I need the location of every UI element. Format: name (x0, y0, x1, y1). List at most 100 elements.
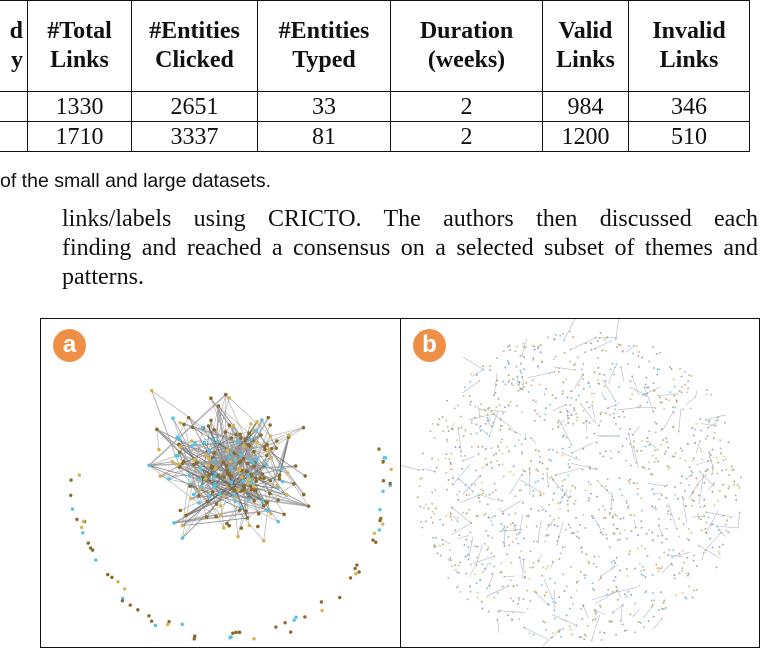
network-node (683, 561, 686, 564)
network-node (605, 537, 608, 540)
network-node (122, 587, 127, 591)
network-node (696, 484, 699, 487)
network-node (648, 360, 651, 363)
network-node (544, 595, 546, 598)
network-node (627, 504, 630, 507)
network-node (582, 604, 585, 607)
network-node (552, 337, 555, 340)
network-node (529, 550, 532, 553)
paragraph-line: patterns. (62, 264, 144, 290)
network-node (715, 419, 718, 422)
network-edge (633, 520, 637, 528)
network-node (477, 514, 479, 517)
network-node (509, 470, 512, 473)
network-node (149, 619, 154, 623)
network-node (225, 448, 230, 453)
network-node (214, 502, 219, 506)
network-node (633, 514, 636, 517)
network-node (551, 597, 554, 600)
network-node (389, 467, 393, 472)
network-node (561, 496, 563, 499)
network-node (381, 459, 385, 464)
network-node (673, 574, 676, 577)
network-node (665, 538, 668, 541)
network-node (584, 342, 587, 345)
network-node (269, 512, 273, 516)
network-node (194, 461, 199, 465)
network-node (233, 458, 238, 463)
network-node (535, 591, 538, 594)
network-node (244, 509, 248, 514)
network-node (541, 574, 544, 577)
network-node (705, 418, 707, 421)
network-node (502, 512, 505, 515)
network-node (500, 499, 503, 502)
network-node (530, 436, 533, 439)
network-node (654, 407, 657, 409)
network-node (469, 590, 472, 593)
network-node (614, 338, 617, 341)
network-node (715, 525, 718, 528)
network-edge (610, 491, 613, 509)
network-node (667, 510, 670, 512)
network-node (704, 470, 707, 473)
network-node (81, 519, 86, 523)
network-node (593, 432, 596, 435)
network-node (642, 574, 645, 577)
network-node (488, 562, 491, 565)
network-node (586, 401, 588, 404)
network-node (532, 357, 535, 360)
network-node (496, 618, 499, 621)
network-node (478, 380, 480, 383)
network-node (599, 606, 602, 609)
network-node (583, 638, 586, 641)
network-node (668, 548, 671, 551)
network-node (508, 344, 511, 347)
network-node (210, 437, 215, 442)
network-node (684, 459, 687, 462)
network-node (542, 473, 545, 476)
network-node (591, 517, 594, 520)
network-node (588, 406, 591, 409)
network-node (260, 498, 265, 503)
network-node (714, 424, 716, 427)
network-node (475, 423, 478, 426)
network-node (178, 465, 182, 469)
network-node (641, 509, 643, 512)
network-node (575, 589, 578, 592)
network-node (239, 475, 244, 479)
network-node (669, 391, 672, 394)
network-node (710, 459, 712, 462)
network-node (579, 570, 582, 573)
network-node (613, 373, 616, 376)
network-node (433, 546, 436, 549)
network-node (208, 494, 212, 499)
network-edge (540, 505, 547, 512)
network-node (672, 378, 675, 381)
network-node (262, 503, 266, 508)
network-node (616, 598, 619, 601)
network-node (594, 612, 597, 615)
network-node (545, 533, 548, 536)
network-node (658, 368, 661, 371)
network-node (695, 588, 698, 591)
network-node (718, 545, 721, 548)
network-node (570, 596, 573, 599)
network-node (570, 397, 573, 400)
network-node (644, 547, 647, 550)
network-node (597, 555, 600, 558)
network-node (556, 540, 559, 543)
network-node (502, 510, 505, 513)
network-node (568, 607, 571, 610)
network-node (593, 371, 596, 374)
network-node (703, 498, 706, 501)
network-node (433, 470, 436, 473)
network-node (650, 605, 653, 608)
network-node (526, 607, 529, 610)
network-node (287, 433, 291, 438)
network-node (210, 455, 215, 460)
network-node (661, 565, 664, 568)
network-edge (591, 405, 597, 424)
network-node (708, 421, 710, 424)
network-node (632, 482, 635, 485)
